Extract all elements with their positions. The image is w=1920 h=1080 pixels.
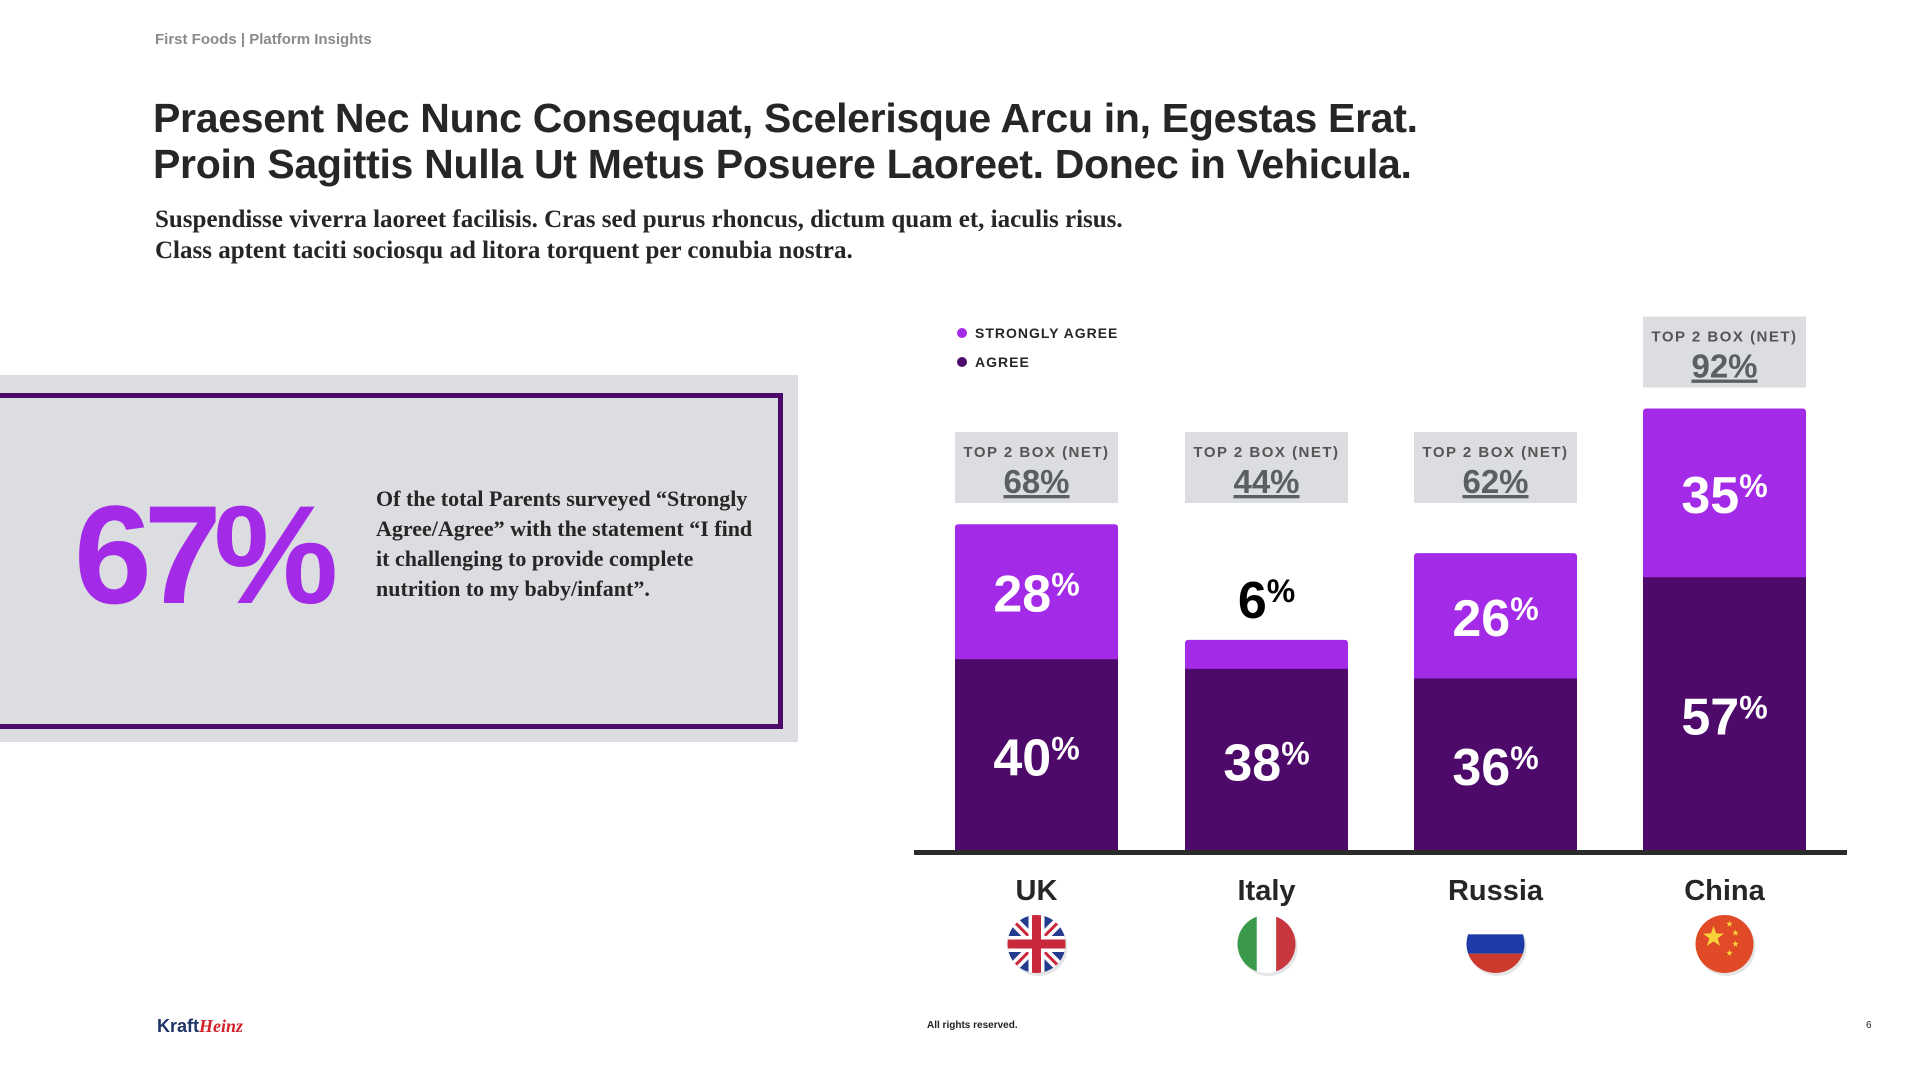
flag-white	[1466, 915, 1525, 935]
net-box-label: TOP 2 BOX (NET)	[1193, 444, 1339, 461]
data-label-strongly-agree: 35%	[1681, 467, 1767, 525]
legend-item-agree: AGREE	[957, 354, 1030, 370]
bar-segment-agree	[955, 659, 1118, 852]
flag-white	[1256, 915, 1277, 973]
flag-star	[1726, 949, 1733, 956]
flag-star	[1732, 929, 1739, 936]
flag-art	[1007, 915, 1066, 973]
category-label: UK	[1016, 875, 1058, 907]
callout-text: Of the total Parents surveyed “Strongly …	[376, 486, 753, 601]
category-label: Russia	[1448, 875, 1544, 907]
net-box-bg	[955, 432, 1118, 503]
data-label-strongly-agree: 26%	[1452, 590, 1538, 648]
bar-segment-strongly-agree	[1414, 553, 1577, 683]
callout-panel	[0, 375, 798, 742]
net-box: TOP 2 BOX (NET) 68%	[955, 432, 1118, 503]
callout-value: 67%	[74, 476, 338, 633]
bar-segment-agree	[1185, 668, 1348, 852]
callout-frame	[0, 393, 783, 729]
net-box: TOP 2 BOX (NET) 62%	[1414, 432, 1577, 503]
flag-red	[1466, 953, 1525, 973]
legend-label: STRONGLY AGREE	[975, 325, 1119, 341]
italy-flag-icon	[1237, 915, 1298, 976]
legend-label: AGREE	[975, 354, 1030, 370]
data-label-strongly-agree: 28%	[993, 566, 1079, 624]
flag-red	[1276, 915, 1296, 973]
legend-item-strongly-agree: STRONGLY AGREE	[957, 325, 1118, 341]
breadcrumb: First Foods | Platform Insights	[155, 31, 372, 48]
net-box: TOP 2 BOX (NET) 92%	[1643, 316, 1806, 388]
flag-blue	[1466, 934, 1525, 954]
data-label-agree: 36%	[1452, 739, 1538, 797]
flag-star	[1732, 940, 1739, 947]
net-box-label: TOP 2 BOX (NET)	[1422, 444, 1568, 461]
flag-cross-red	[1007, 915, 1066, 973]
subtitle-line-2: Class aptent taciti sociosqu ad litora t…	[155, 237, 853, 264]
net-box-value: 62%	[1462, 463, 1528, 500]
legend-swatch	[957, 357, 967, 367]
net-box-bg	[1414, 432, 1577, 503]
flag-star	[1726, 920, 1733, 927]
bar-segment-strongly-agree	[955, 524, 1118, 664]
flag-star	[1703, 926, 1724, 946]
net-box-bg	[1185, 432, 1348, 503]
data-label-agree: 57%	[1681, 689, 1767, 747]
bar-segment-strongly-agree	[1643, 408, 1806, 582]
china-flag-icon	[1695, 915, 1756, 976]
flag-art	[1237, 915, 1296, 973]
page-number: 6	[1866, 1020, 1872, 1031]
category-label: China	[1684, 875, 1765, 907]
page-title: Praesent Nec Nunc Consequat, Scelerisque…	[153, 95, 1418, 187]
category-label: Italy	[1237, 875, 1295, 907]
net-box-label: TOP 2 BOX (NET)	[963, 444, 1109, 461]
flag-art	[1466, 915, 1525, 973]
net-box-value: 68%	[1003, 463, 1069, 500]
flag-green	[1237, 915, 1257, 973]
net-box-value: 44%	[1233, 463, 1299, 500]
data-label-agree: 40%	[993, 730, 1079, 788]
flag-art	[1695, 915, 1754, 973]
page-subtitle: Suspendisse viverra laoreet facilisis. C…	[155, 204, 1123, 266]
legend-swatch	[957, 328, 967, 338]
russia-flag-icon	[1466, 915, 1527, 976]
logo-heinz: Heinz	[199, 1016, 244, 1036]
data-label-strongly-agree: 6%	[1238, 572, 1295, 630]
uk-flag-icon	[1007, 915, 1068, 976]
subtitle-line-1: Suspendisse viverra laoreet facilisis. C…	[155, 206, 1123, 233]
x-axis-baseline	[914, 850, 1847, 855]
logo-kraft: Kraft	[157, 1016, 200, 1036]
title-line-1: Praesent Nec Nunc Consequat, Scelerisque…	[153, 95, 1418, 141]
net-box-value: 92%	[1691, 348, 1757, 385]
title-line-2: Proin Sagittis Nulla Ut Metus Posuere La…	[153, 141, 1412, 187]
rights-notice: All rights reserved.	[927, 1020, 1018, 1031]
bar-segment-agree	[1414, 678, 1577, 852]
flag-field	[1695, 915, 1754, 973]
net-box-bg	[1643, 316, 1806, 388]
net-box-label: TOP 2 BOX (NET)	[1651, 329, 1797, 346]
kraft-heinz-logo: KraftHeinz	[157, 1016, 243, 1037]
net-box: TOP 2 BOX (NET) 44%	[1185, 432, 1348, 503]
data-label-agree: 38%	[1223, 734, 1309, 792]
bar-segment-strongly-agree	[1185, 639, 1348, 673]
bar-segment-agree	[1643, 577, 1806, 852]
